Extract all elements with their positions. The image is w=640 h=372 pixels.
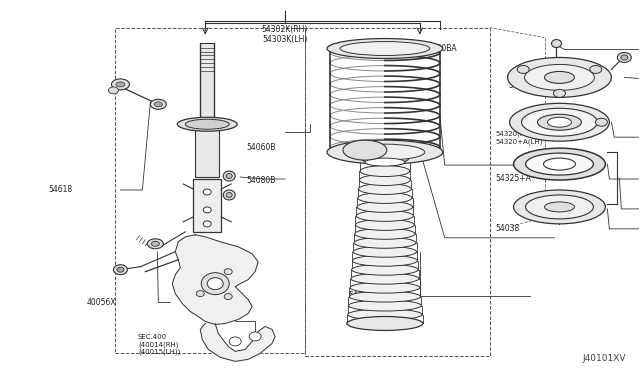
Text: 54080B: 54080B [246,176,276,185]
Bar [193,179,221,232]
Ellipse shape [355,219,414,230]
Ellipse shape [545,71,575,83]
Polygon shape [200,324,275,361]
Ellipse shape [113,265,127,275]
Text: SEC.400
(40014(RH)
(40015(LH)): SEC.400 (40014(RH) (40015(LH)) [138,334,180,355]
Ellipse shape [522,108,597,136]
Ellipse shape [595,118,607,126]
Bar [200,42,214,127]
Ellipse shape [204,221,211,227]
Ellipse shape [340,42,430,55]
Ellipse shape [204,189,211,195]
Ellipse shape [327,140,443,164]
Ellipse shape [116,82,125,87]
Ellipse shape [226,174,232,179]
Text: 54325+A: 54325+A [495,174,531,183]
Ellipse shape [538,114,581,130]
Ellipse shape [350,282,420,293]
Text: 54320(RH)
54320+A(LH): 54320(RH) 54320+A(LH) [495,131,543,145]
Ellipse shape [357,202,413,212]
Ellipse shape [150,99,166,109]
Ellipse shape [207,278,223,290]
Ellipse shape [327,39,443,58]
Ellipse shape [354,237,416,248]
Ellipse shape [229,337,241,346]
Ellipse shape [365,158,405,166]
Ellipse shape [147,239,163,249]
Ellipse shape [590,65,602,73]
Text: 54302K(RH)
54303K(LH): 54302K(RH) 54303K(LH) [262,25,308,44]
Ellipse shape [360,166,410,177]
Text: 54038: 54038 [495,224,520,233]
Ellipse shape [348,309,422,320]
Ellipse shape [223,171,235,181]
Ellipse shape [621,55,628,60]
Text: 54035: 54035 [368,233,392,243]
Ellipse shape [353,255,417,266]
Text: J40101XV: J40101XV [583,355,627,363]
Ellipse shape [554,89,566,97]
Ellipse shape [513,148,605,180]
Ellipse shape [358,192,412,203]
Ellipse shape [547,117,572,127]
Ellipse shape [223,190,235,200]
Bar [195,124,220,177]
Ellipse shape [618,52,631,62]
Ellipse shape [359,174,410,186]
Ellipse shape [509,103,609,141]
Ellipse shape [224,269,232,275]
Ellipse shape [177,117,237,131]
Ellipse shape [108,87,118,94]
Ellipse shape [525,64,595,90]
Ellipse shape [353,246,417,257]
Polygon shape [172,235,258,324]
Text: 54080A: 54080A [508,81,538,90]
Ellipse shape [204,207,211,213]
Text: 54050M: 54050M [349,291,380,300]
Ellipse shape [351,264,418,275]
Ellipse shape [345,144,425,160]
Ellipse shape [525,153,593,175]
Ellipse shape [196,291,204,296]
Bar [115,28,305,353]
Bar [305,28,490,356]
Ellipse shape [349,300,421,311]
Ellipse shape [351,273,419,284]
Text: 54618: 54618 [49,185,73,194]
Ellipse shape [347,318,423,329]
Text: 54010M: 54010M [368,161,399,170]
Ellipse shape [525,195,593,219]
Ellipse shape [226,192,232,198]
Ellipse shape [111,79,129,90]
Ellipse shape [249,332,261,341]
Ellipse shape [349,291,420,302]
Ellipse shape [508,58,611,97]
Ellipse shape [347,317,423,330]
Text: 54060B: 54060B [246,142,276,151]
Ellipse shape [186,119,229,129]
Text: 54325: 54325 [556,204,580,213]
Ellipse shape [356,211,413,221]
Ellipse shape [543,158,575,170]
Ellipse shape [343,140,387,160]
Ellipse shape [513,190,605,224]
Text: 54080BA: 54080BA [422,44,457,53]
Ellipse shape [152,241,159,246]
Ellipse shape [201,273,229,295]
Ellipse shape [117,267,124,272]
Ellipse shape [517,65,529,73]
Ellipse shape [545,202,575,212]
Ellipse shape [224,294,232,299]
Ellipse shape [355,228,415,239]
Ellipse shape [154,102,163,107]
Text: 40056X: 40056X [87,298,116,307]
Ellipse shape [552,39,561,48]
Ellipse shape [361,152,409,164]
Ellipse shape [358,183,411,195]
